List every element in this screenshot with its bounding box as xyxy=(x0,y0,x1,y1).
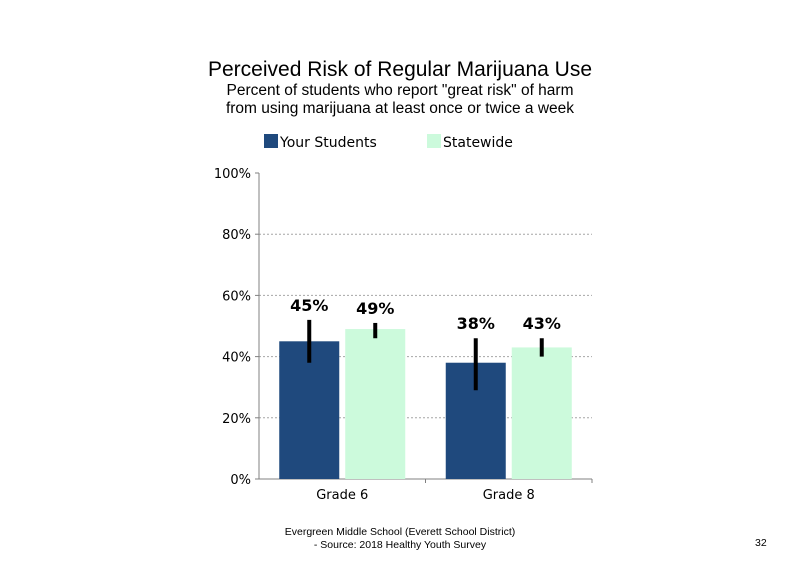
footer-school: Evergreen Middle School (Everett School … xyxy=(284,526,516,538)
y-tick-label: 60% xyxy=(222,289,251,304)
x-tick-label: Grade 6 xyxy=(316,488,368,503)
bar xyxy=(511,347,572,479)
data-label: 43% xyxy=(523,314,561,333)
legend-label: Statewide xyxy=(443,135,513,151)
bar xyxy=(345,329,406,479)
page-number: 32 xyxy=(755,537,767,549)
chart-subtitle-line-2: from using marijuana at least once or tw… xyxy=(225,100,575,117)
legend-swatch xyxy=(264,134,278,148)
y-tick-label: 80% xyxy=(222,228,251,243)
data-label: 38% xyxy=(457,314,495,333)
legend-swatch xyxy=(427,134,441,148)
footer-source: - Source: 2018 Healthy Youth Survey xyxy=(313,539,487,551)
data-label: 45% xyxy=(290,296,328,315)
y-tick-label: 100% xyxy=(214,167,251,182)
x-tick-label: Grade 8 xyxy=(483,488,535,503)
chart-title: Perceived Risk of Regular Marijuana Use xyxy=(208,58,592,81)
y-tick-label: 0% xyxy=(230,473,251,488)
chart-subtitle-line-1: Percent of students who report "great ri… xyxy=(226,82,574,99)
y-tick-label: 20% xyxy=(222,412,251,427)
y-tick-label: 40% xyxy=(222,351,251,366)
bar xyxy=(279,341,340,479)
data-label: 49% xyxy=(356,299,394,318)
legend-label: Your Students xyxy=(279,135,377,151)
